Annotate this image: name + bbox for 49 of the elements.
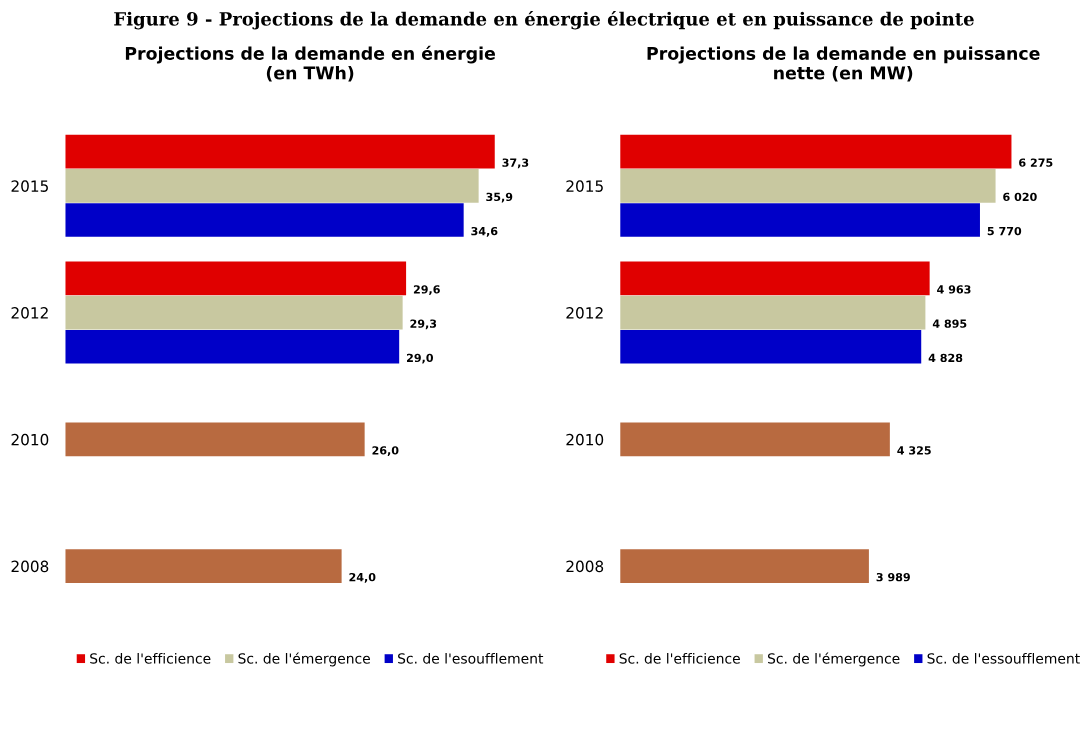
data-label: 4 828 [928,353,963,363]
bar [620,169,996,203]
data-label: 35,9 [486,192,513,203]
data-label: 26,0 [372,446,399,456]
y-tick-label: 2015 [566,180,603,192]
legend-label: Sc. de l'esoufflement [398,652,544,664]
caption: Figure 9 - Projections de la demande en énergie électrique et en puissance de pointe [114,10,974,30]
legend-label: Sc. de l'efficience [90,652,211,664]
legend-label: Sc. de l'essoufflement [927,652,1080,664]
legend-label: Sc. de l'émergence [238,652,370,667]
bar [65,134,495,169]
data-label: 5 770 [987,226,1022,236]
bar [620,295,926,330]
bar [620,134,1012,169]
data-label: 24,0 [349,572,376,583]
bar [620,330,922,364]
data-label: 4 325 [897,446,931,455]
bar [65,203,464,237]
data-label: 37,3 [502,158,529,169]
data-label: 29,0 [407,353,434,364]
data-label: 4 963 [937,285,971,294]
bar [65,549,342,583]
data-label: 34,6 [471,226,498,237]
data-label: 6 020 [1003,192,1037,202]
data-label: 4 895 [932,319,967,328]
bar [620,422,890,457]
chart-title: Projections de la demande en énergie (en TWh) [125,45,495,82]
data-label: 29,6 [413,285,440,296]
bar [65,330,400,364]
y-tick-label: 2010 [566,433,604,446]
y-tick-label: 2015 [11,180,48,192]
data-label: 3 989 [876,572,910,582]
bar [620,261,930,296]
bar [65,295,403,330]
data-label: 29,3 [410,319,437,330]
chart-title: Projections de la demande en puissance nette (en MW) [647,46,1040,82]
bar [65,169,479,203]
bar [65,261,407,296]
y-tick-label: 2008 [566,560,604,573]
legend-label: Sc. de l'efficience [619,652,740,664]
legend-label: Sc. de l'émergence [767,652,900,667]
bar [65,422,365,457]
data-label: 6 275 [1019,158,1053,167]
y-tick-label: 2008 [11,560,49,573]
bar [620,549,869,583]
bar [620,203,980,237]
y-tick-label: 2010 [11,433,49,446]
y-tick-label: 2012 [566,307,603,319]
y-tick-label: 2012 [11,307,48,319]
